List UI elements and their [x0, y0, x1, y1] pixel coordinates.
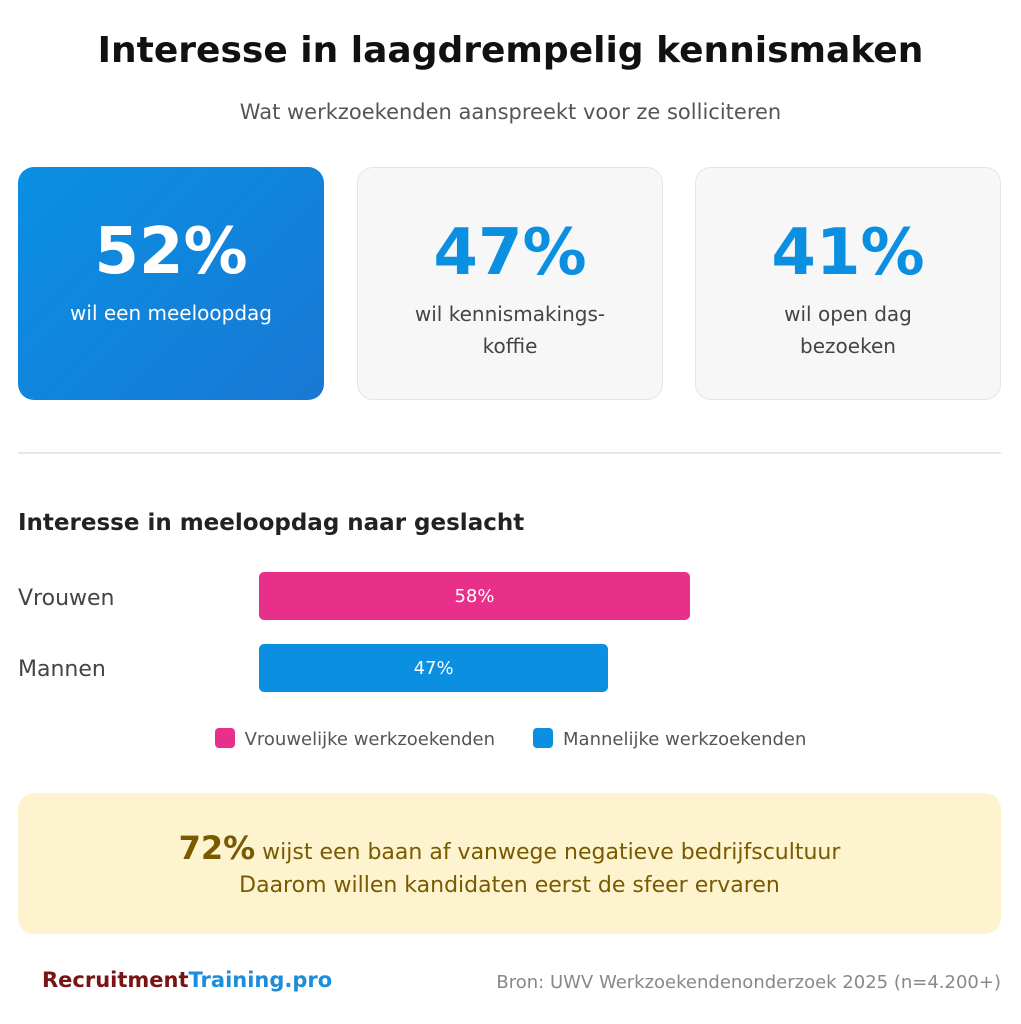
callout-box: 72% wijst een baan af vanwege negatieve … — [18, 793, 1001, 934]
data-label: 58% — [454, 585, 495, 607]
logo: RecruitmentTraining.pro — [42, 968, 332, 992]
category-label-vrouwen: Vrouwen — [18, 586, 115, 611]
divider — [18, 452, 1001, 454]
category-label-mannen: Mannen — [18, 657, 106, 682]
logo-part1: Recruitment — [42, 968, 189, 992]
callout-line2: Daarom willen kandidaten eerst de sfeer … — [239, 873, 780, 898]
callout-text: wijst een baan af vanwege negatieve bedr… — [255, 840, 841, 865]
legend-swatch — [533, 728, 554, 748]
stat-value: 41% — [771, 216, 925, 290]
page-title: Interesse in laagdrempelig kennismaken — [97, 30, 924, 71]
legend: Vrouwelijke werkzoekenden Mannelijke wer… — [0, 728, 1021, 750]
stat-value: 52% — [94, 215, 248, 289]
logo-part2: Training.pro — [188, 968, 333, 992]
chart-title: Interesse in meeloopdag naar geslacht — [18, 510, 525, 536]
stat-card-koffie: 47% wil kennismakings- koffie — [357, 167, 663, 400]
stat-value: 47% — [433, 216, 587, 290]
legend-swatch — [214, 728, 235, 748]
stat-label: wil een meeloopdag — [70, 301, 272, 325]
source-note: Bron: UWV Werkzoekendenonderzoek 2025 (n… — [496, 972, 1001, 993]
stat-label: wil kennismakings- koffie — [414, 302, 606, 358]
bar-mannen: 47% — [259, 644, 609, 692]
legend-item-vrouwen: Vrouwelijke werkzoekenden — [214, 728, 496, 750]
legend-label: Vrouwelijke werkzoekenden — [244, 729, 496, 750]
stat-card-meeloopdag: 52% wil een meeloopdag — [18, 167, 324, 400]
legend-item-mannen: Mannelijke werkzoekenden — [533, 728, 806, 750]
page-subtitle: Wat werkzoekenden aanspreekt voor ze sol… — [239, 100, 782, 124]
legend-label: Mannelijke werkzoekenden — [563, 729, 807, 750]
callout-line1: 72% wijst een baan af vanwege negatieve … — [18, 829, 1001, 867]
callout-highlight: 72% — [178, 829, 256, 867]
bar-vrouwen: 58% — [259, 572, 690, 620]
stat-label: wil open dag bezoeken — [784, 302, 912, 358]
data-label: 47% — [413, 657, 454, 679]
stat-card-open-dag: 41% wil open dag bezoeken — [695, 167, 1001, 400]
